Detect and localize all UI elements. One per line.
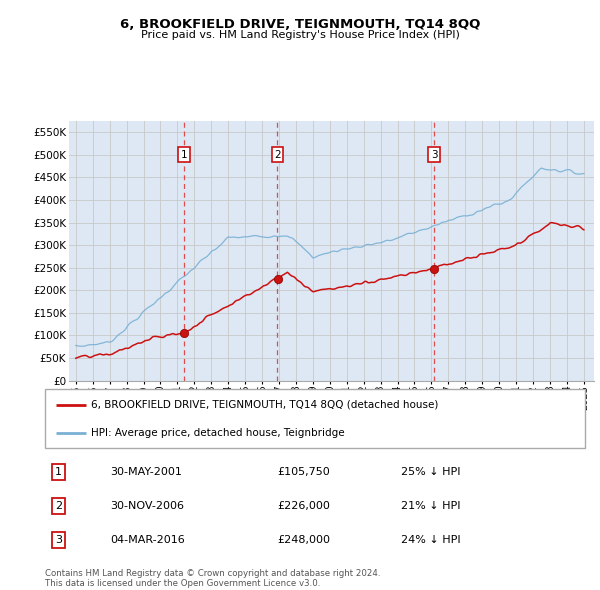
Text: £248,000: £248,000 — [277, 535, 330, 545]
Text: 3: 3 — [55, 535, 62, 545]
FancyBboxPatch shape — [45, 389, 585, 448]
Text: 1: 1 — [55, 467, 62, 477]
Text: 1: 1 — [181, 150, 188, 160]
Text: HPI: Average price, detached house, Teignbridge: HPI: Average price, detached house, Teig… — [91, 428, 344, 438]
Text: 24% ↓ HPI: 24% ↓ HPI — [401, 535, 461, 545]
Text: 30-NOV-2006: 30-NOV-2006 — [110, 501, 184, 511]
Text: 2: 2 — [274, 150, 281, 160]
Text: Price paid vs. HM Land Registry's House Price Index (HPI): Price paid vs. HM Land Registry's House … — [140, 30, 460, 40]
Text: £105,750: £105,750 — [277, 467, 330, 477]
Text: £226,000: £226,000 — [277, 501, 330, 511]
Text: Contains HM Land Registry data © Crown copyright and database right 2024.
This d: Contains HM Land Registry data © Crown c… — [45, 569, 380, 588]
Text: 30-MAY-2001: 30-MAY-2001 — [110, 467, 182, 477]
Text: 25% ↓ HPI: 25% ↓ HPI — [401, 467, 461, 477]
Text: 3: 3 — [431, 150, 437, 160]
Text: 6, BROOKFIELD DRIVE, TEIGNMOUTH, TQ14 8QQ (detached house): 6, BROOKFIELD DRIVE, TEIGNMOUTH, TQ14 8Q… — [91, 400, 438, 409]
Text: 21% ↓ HPI: 21% ↓ HPI — [401, 501, 461, 511]
Text: 2: 2 — [55, 501, 62, 511]
Text: 04-MAR-2016: 04-MAR-2016 — [110, 535, 185, 545]
Text: 6, BROOKFIELD DRIVE, TEIGNMOUTH, TQ14 8QQ: 6, BROOKFIELD DRIVE, TEIGNMOUTH, TQ14 8Q… — [120, 18, 480, 31]
